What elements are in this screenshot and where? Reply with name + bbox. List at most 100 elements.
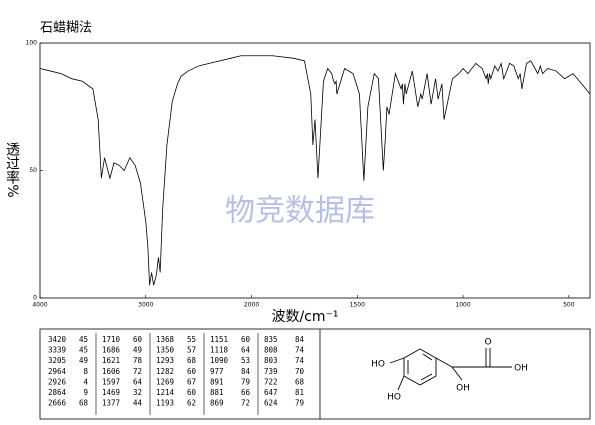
peak-wavenumber: 1151 [210,335,228,344]
peak-transmittance: 67 [187,377,196,386]
peak-wavenumber: 1710 [102,335,121,344]
peak-transmittance: 60 [187,388,197,397]
peak-transmittance: 55 [187,335,196,344]
peak-wavenumber: 977 [210,367,224,376]
peak-wavenumber: 881 [210,388,224,397]
peak-wavenumber: 1293 [156,356,174,365]
peak-wavenumber: 1193 [156,399,174,408]
peak-wavenumber: 1269 [156,377,174,386]
peak-wavenumber: 1118 [210,346,229,355]
peak-wavenumber: 835 [264,335,278,344]
atom-label: HO [371,360,385,370]
peak-transmittance: 79 [241,377,250,386]
peak-transmittance: 57 [187,346,196,355]
atom-label: OH [514,364,528,374]
peak-wavenumber: 2864 [48,388,67,397]
x-tick-label: 1500 [350,302,365,309]
peak-transmittance: 60 [241,335,251,344]
structure [389,348,512,391]
peak-wavenumber: 3205 [48,356,66,365]
peak-wavenumber: 722 [264,377,278,386]
y-tick-label: 100 [26,40,38,47]
y-axis-label: 透过率% [4,142,20,197]
peak-wavenumber: 2666 [48,399,67,408]
watermark: 物竞数据库 [225,194,375,229]
bond [397,375,405,391]
peak-transmittance: 32 [133,388,142,397]
peak-transmittance: 44 [133,399,143,408]
peak-wavenumber: 3420 [48,335,67,344]
peak-wavenumber: 1597 [102,377,120,386]
peak-transmittance: 84 [241,367,251,376]
peak-transmittance: 72 [241,399,250,408]
peak-transmittance: 84 [295,335,305,344]
x-tick-label: 4000 [32,302,47,309]
chart-title: 石蜡糊法 [40,20,92,36]
peak-transmittance: 49 [79,356,88,365]
peak-transmittance: 64 [241,346,251,355]
x-tick-label: 500 [563,302,575,309]
bond [435,357,453,368]
peak-transmittance: 78 [133,356,143,365]
plot-frame [39,42,591,299]
y-tick-label: 50 [29,167,37,174]
peak-wavenumber: 891 [210,377,224,386]
peak-transmittance: 60 [133,335,143,344]
peak-wavenumber: 3339 [48,346,66,355]
peak-wavenumber: 1686 [102,346,121,355]
peak-transmittance: 64 [133,377,143,386]
bond [422,353,433,361]
benzene-ring [403,348,437,386]
peak-wavenumber: 2926 [48,377,67,386]
peak-wavenumber: 647 [264,388,278,397]
peak-transmittance: 45 [79,346,88,355]
peak-wavenumber: 1090 [210,356,229,365]
atom-label: OH [456,384,470,394]
peak-transmittance: 74 [295,346,305,355]
peak-wavenumber: 2964 [48,367,67,376]
x-tick-label: 1000 [455,302,470,309]
peak-transmittance: 9 [83,388,88,397]
y-tick-label: 0 [33,295,37,302]
peak-wavenumber: 1606 [102,367,121,376]
peak-transmittance: 49 [133,346,142,355]
peak-wavenumber: 869 [210,399,224,408]
peak-wavenumber: 624 [264,399,278,408]
peak-wavenumber: 1282 [156,367,174,376]
peak-wavenumber: 1469 [102,388,120,397]
peak-wavenumber: 808 [264,346,278,355]
atom-label: O [484,338,491,348]
peak-wavenumber: 803 [264,356,278,365]
x-tick-label: 3000 [138,302,153,309]
peak-wavenumber: 1377 [102,399,120,408]
peak-transmittance: 4 [83,377,88,386]
table-frame [39,328,591,420]
peak-transmittance: 68 [295,377,305,386]
peak-wavenumber: 739 [264,367,278,376]
x-axis-label: 波数/cm⁻¹ [271,309,338,325]
peak-transmittance: 68 [187,356,197,365]
peak-transmittance: 81 [295,388,304,397]
peak-transmittance: 66 [241,388,251,397]
x-tick-label: 2000 [244,302,259,309]
atom-label: HO [387,393,401,403]
peak-transmittance: 74 [295,356,305,365]
peak-wavenumber: 1368 [156,335,175,344]
peak-wavenumber: 1350 [156,346,175,355]
peak-transmittance: 60 [187,367,197,376]
peak-transmittance: 68 [79,399,89,408]
peak-transmittance: 45 [79,335,88,344]
peak-transmittance: 62 [187,399,196,408]
peak-wavenumber: 1621 [102,356,120,365]
peak-transmittance: 70 [295,367,305,376]
spectrum-line [39,55,591,286]
peak-transmittance: 72 [133,367,142,376]
peak-transmittance: 53 [241,356,250,365]
peak-wavenumber: 1214 [156,388,175,397]
bond [451,366,463,381]
peak-transmittance: 8 [83,367,88,376]
bond [389,357,405,364]
bond [420,373,433,381]
peak-transmittance: 79 [295,399,304,408]
